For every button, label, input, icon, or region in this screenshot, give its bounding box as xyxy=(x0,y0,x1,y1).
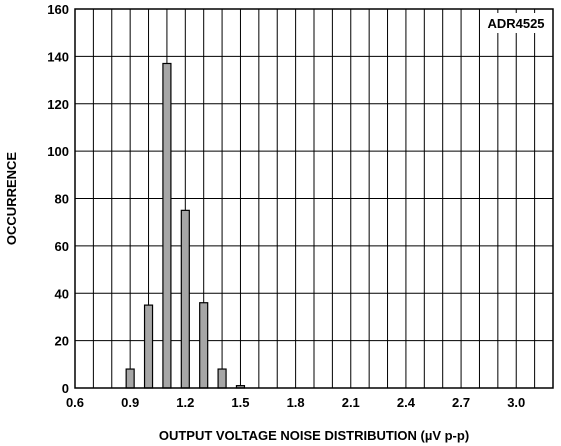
legend: ADR4525 xyxy=(480,13,552,33)
x-tick-label: 1.8 xyxy=(287,395,305,410)
x-tick-label: 0.9 xyxy=(121,395,139,410)
x-tick-label: 2.7 xyxy=(452,395,470,410)
y-axis-title: OCCURRENCE xyxy=(4,152,19,246)
x-axis-ticks: 0.6 0.9 1.2 1.5 1.8 2.1 2.4 2.7 3.0 xyxy=(66,395,525,410)
y-tick-label: 100 xyxy=(47,144,69,159)
x-tick-label: 2.4 xyxy=(397,395,416,410)
y-axis-ticks: 0 20 40 60 80 100 120 140 160 xyxy=(47,2,69,396)
x-tick-label: 2.1 xyxy=(342,395,360,410)
histogram-bar xyxy=(180,209,190,389)
x-tick-label: 1.2 xyxy=(176,395,194,410)
histogram-bar xyxy=(217,368,227,389)
legend-box xyxy=(480,13,552,33)
y-tick-label: 80 xyxy=(55,192,69,207)
y-tick-label: 20 xyxy=(55,334,69,349)
histogram-bar xyxy=(125,368,135,389)
histogram-bar xyxy=(143,304,154,389)
grid-lines xyxy=(75,9,553,388)
y-tick-label: 160 xyxy=(47,2,69,17)
y-tick-label: 0 xyxy=(62,381,69,396)
y-tick-label: 40 xyxy=(55,286,69,301)
y-tick-label: 120 xyxy=(47,97,69,112)
y-tick-label: 60 xyxy=(55,239,69,254)
x-tick-label: 3.0 xyxy=(507,395,525,410)
x-tick-label: 1.5 xyxy=(231,395,249,410)
histogram-bar xyxy=(199,302,209,389)
histogram-bar xyxy=(162,62,172,389)
legend-label: ADR4525 xyxy=(487,16,544,31)
x-tick-label: 0.6 xyxy=(66,395,84,410)
y-tick-label: 140 xyxy=(47,49,69,64)
plot-area-frame xyxy=(74,8,554,389)
x-axis-title: OUTPUT VOLTAGE NOISE DISTRIBUTION (µV p-… xyxy=(159,428,469,443)
